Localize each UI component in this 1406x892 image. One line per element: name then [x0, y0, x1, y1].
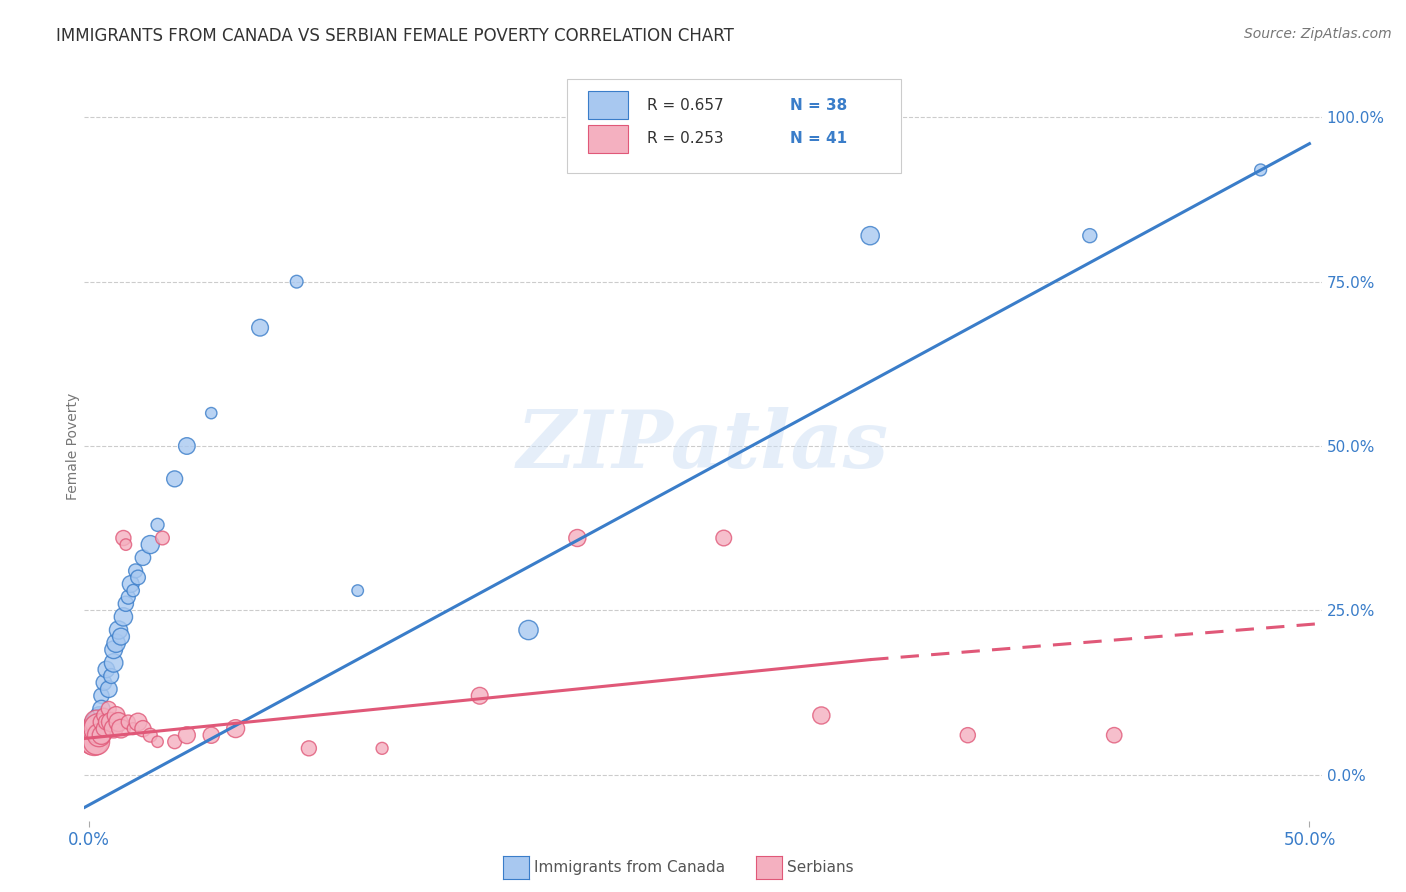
Point — [83, 728, 105, 742]
Point — [249, 320, 271, 334]
Point — [110, 630, 132, 644]
Point — [468, 689, 491, 703]
Point — [80, 722, 103, 736]
Point — [1250, 163, 1272, 178]
Point — [112, 531, 135, 545]
Text: IMMIGRANTS FROM CANADA VS SERBIAN FEMALE POVERTY CORRELATION CHART: IMMIGRANTS FROM CANADA VS SERBIAN FEMALE… — [56, 27, 734, 45]
Point — [83, 735, 105, 749]
Point — [956, 728, 979, 742]
Point — [105, 636, 128, 650]
Point — [97, 682, 120, 697]
Point — [93, 708, 115, 723]
Point — [285, 275, 308, 289]
Point — [93, 675, 115, 690]
Point — [86, 722, 108, 736]
Point — [87, 728, 110, 742]
Point — [122, 722, 145, 736]
Point — [80, 735, 103, 749]
Point — [110, 722, 132, 736]
Point — [112, 610, 135, 624]
Text: Serbians: Serbians — [787, 860, 853, 874]
Point — [517, 623, 540, 637]
Point — [80, 728, 103, 742]
Point — [127, 570, 149, 584]
Point — [124, 564, 146, 578]
Point — [176, 728, 198, 742]
Point — [96, 663, 118, 677]
Point — [90, 702, 112, 716]
Point — [200, 406, 222, 420]
Point — [146, 735, 169, 749]
Point — [176, 439, 198, 453]
Point — [107, 714, 129, 729]
Point — [810, 708, 832, 723]
Point — [90, 728, 112, 742]
Point — [117, 590, 139, 604]
Point — [93, 722, 115, 736]
Point — [713, 156, 735, 170]
Text: N = 41: N = 41 — [790, 131, 846, 146]
Point — [80, 728, 103, 742]
Point — [103, 722, 125, 736]
Point — [127, 714, 149, 729]
Point — [117, 714, 139, 729]
Point — [163, 472, 186, 486]
Point — [87, 708, 110, 723]
Point — [146, 517, 169, 532]
Point — [86, 735, 108, 749]
Point — [120, 577, 142, 591]
Point — [90, 689, 112, 703]
Point — [132, 722, 155, 736]
Point — [122, 583, 145, 598]
Point — [100, 714, 122, 729]
Point — [107, 623, 129, 637]
Text: ZIPatlas: ZIPatlas — [517, 408, 889, 484]
Point — [103, 656, 125, 670]
Text: Source: ZipAtlas.com: Source: ZipAtlas.com — [1244, 27, 1392, 41]
Point — [96, 714, 118, 729]
Point — [105, 708, 128, 723]
Text: Immigrants from Canada: Immigrants from Canada — [534, 860, 725, 874]
Point — [859, 228, 882, 243]
Point — [139, 538, 162, 552]
Point — [90, 714, 112, 729]
Point — [713, 531, 735, 545]
Point — [1102, 728, 1125, 742]
Point — [115, 597, 138, 611]
Point — [115, 538, 138, 552]
Point — [132, 550, 155, 565]
Point — [100, 669, 122, 683]
Point — [139, 728, 162, 742]
Point — [80, 722, 103, 736]
Y-axis label: Female Poverty: Female Poverty — [66, 392, 80, 500]
Point — [83, 714, 105, 729]
Point — [86, 714, 108, 729]
Point — [87, 714, 110, 729]
Point — [200, 728, 222, 742]
Point — [152, 531, 174, 545]
Point — [346, 583, 368, 598]
Point — [371, 741, 394, 756]
Point — [567, 531, 589, 545]
Point — [163, 735, 186, 749]
Point — [103, 642, 125, 657]
FancyBboxPatch shape — [588, 125, 627, 153]
Point — [225, 722, 247, 736]
Point — [1078, 228, 1101, 243]
Text: R = 0.657: R = 0.657 — [647, 97, 724, 112]
Text: R = 0.253: R = 0.253 — [647, 131, 724, 146]
Point — [97, 702, 120, 716]
FancyBboxPatch shape — [588, 91, 627, 120]
Point — [87, 722, 110, 736]
Point — [298, 741, 321, 756]
FancyBboxPatch shape — [567, 78, 901, 172]
Text: N = 38: N = 38 — [790, 97, 846, 112]
